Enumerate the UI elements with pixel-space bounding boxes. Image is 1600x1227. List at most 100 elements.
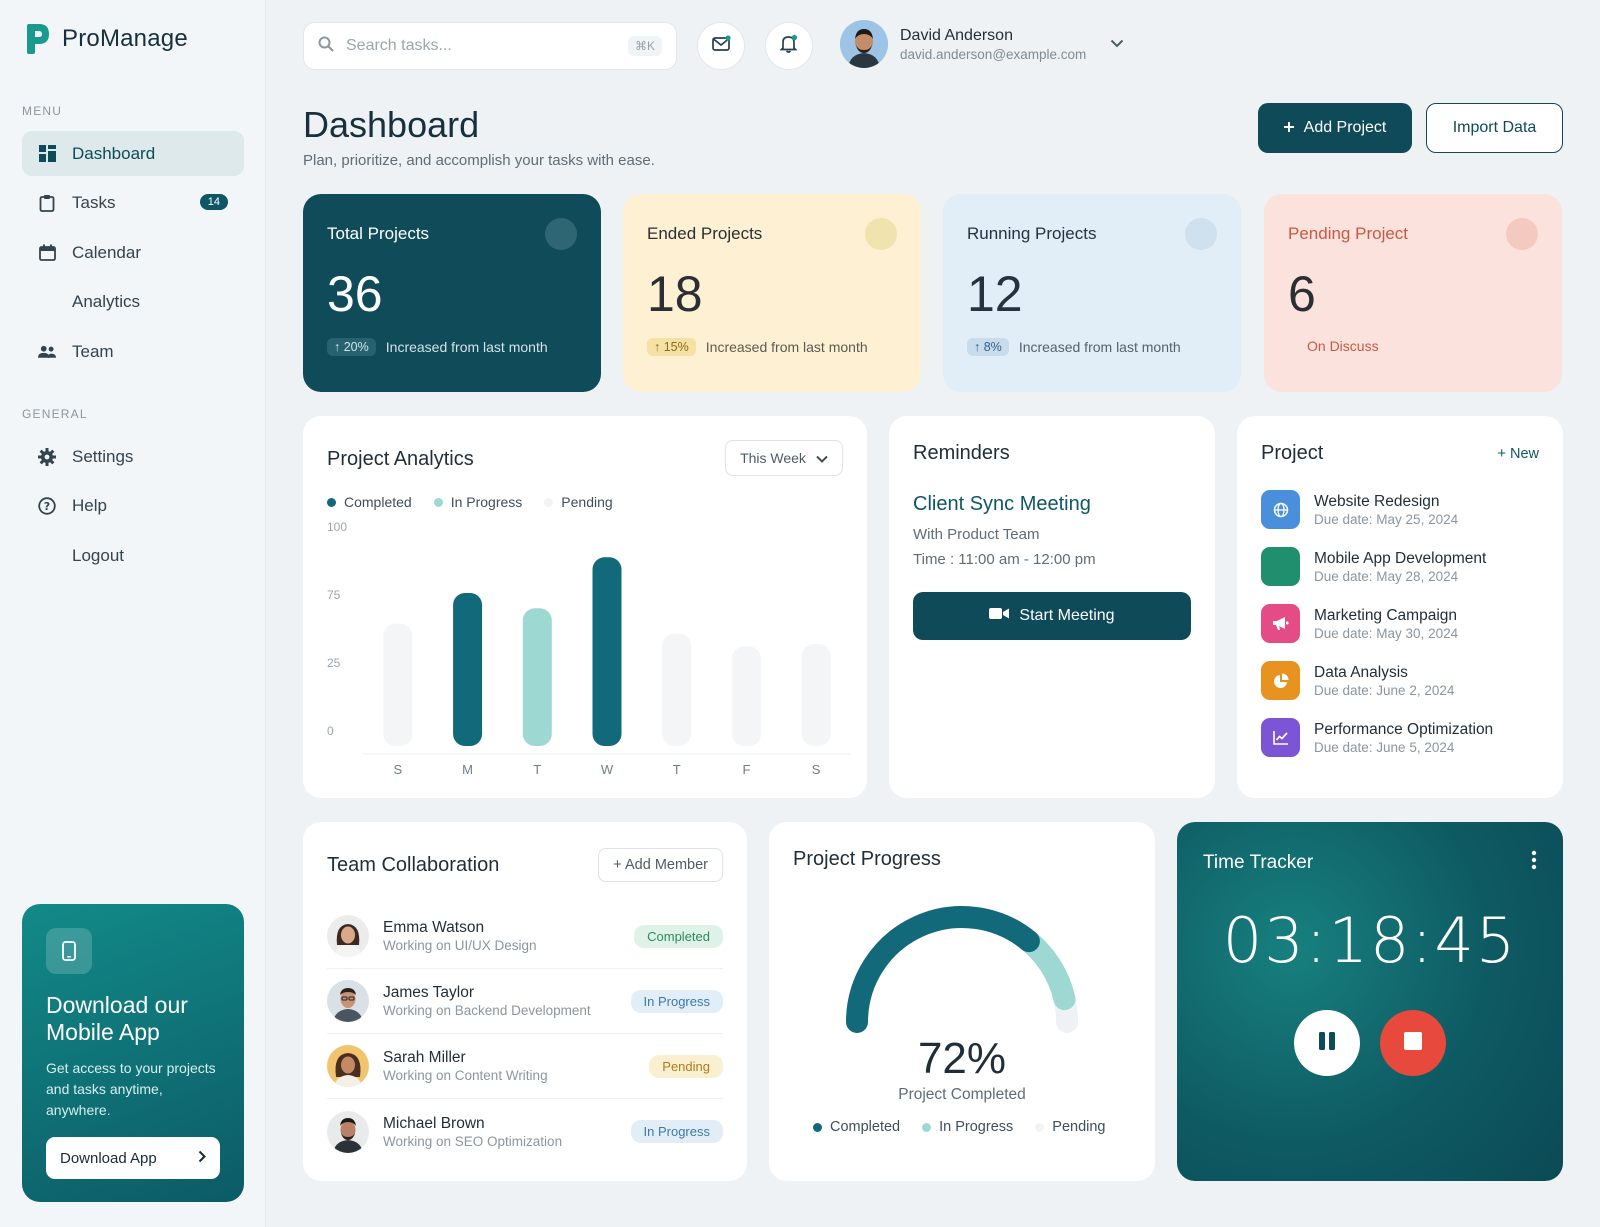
sidebar-item-label: Logout — [72, 545, 124, 565]
new-project-button[interactable]: + New — [1497, 445, 1539, 462]
member-list: Emma Watson Working on UI/UX Design Compl… — [327, 904, 723, 1164]
y-tick-label: 25 — [327, 656, 341, 670]
stop-button[interactable] — [1380, 1010, 1446, 1076]
pause-button[interactable] — [1294, 1010, 1360, 1076]
x-tick-label: S — [394, 762, 403, 777]
stat-card-running[interactable]: Running Projects 12 ↑ 8% Increased from … — [943, 194, 1241, 392]
status-badge: Completed — [634, 924, 723, 948]
list-item[interactable]: James Taylor Working on Backend Developme… — [327, 969, 723, 1034]
stat-note: Increased from last month — [705, 339, 868, 355]
y-tick-label: 75 — [327, 588, 341, 602]
panel-title: Team Collaboration — [327, 853, 500, 876]
stat-card-ended[interactable]: Ended Projects 18 ↑ 15% Increased from l… — [623, 194, 921, 392]
list-item[interactable]: Sarah Miller Working on Content Writing P… — [327, 1034, 723, 1099]
start-meeting-button[interactable]: Start Meeting — [913, 592, 1191, 640]
user-name: David Anderson — [900, 26, 1013, 44]
page-subtitle: Plan, prioritize, and accomplish your ta… — [303, 152, 655, 169]
stat-value: 18 — [647, 266, 703, 322]
project-progress-panel: Project Progress 72% Project Completed C… — [769, 822, 1155, 1181]
search-bar[interactable]: Search tasks... ⌘K — [303, 22, 677, 70]
mobile-app-promo: Download our Mobile App Get access to yo… — [22, 904, 244, 1202]
project-item[interactable]: Data Analysis Due date: June 2, 2024 — [1261, 652, 1539, 709]
avatar — [327, 915, 369, 957]
legend-completed: Completed — [327, 494, 412, 510]
search-shortcut: ⌘K — [627, 36, 662, 56]
clipboard-icon — [38, 194, 56, 212]
progress-gauge — [846, 906, 1078, 1033]
legend-in-progress: In Progress — [922, 1119, 1013, 1135]
sidebar-item-label: Calendar — [72, 242, 141, 262]
download-app-label: Download App — [60, 1149, 157, 1167]
logo[interactable]: ProManage — [24, 22, 188, 56]
menu-section-label: MENU — [22, 104, 63, 118]
range-select[interactable]: This Week — [725, 440, 843, 476]
project-due: Due date: May 28, 2024 — [1314, 568, 1459, 584]
list-item[interactable]: Michael Brown Working on SEO Optimization… — [327, 1099, 723, 1164]
sidebar-item-label: Analytics — [72, 292, 141, 312]
chart-bar — [453, 593, 483, 746]
project-list-panel: Project + New Website Redesign Due date: … — [1237, 416, 1563, 798]
user-menu[interactable]: David Anderson david.anderson@example.co… — [840, 20, 1124, 68]
stat-label: Pending Project — [1288, 224, 1409, 243]
project-item[interactable]: Marketing Campaign Due date: May 30, 2024 — [1261, 595, 1539, 652]
panel-title: Project Progress — [793, 848, 941, 870]
start-meeting-label: Start Meeting — [1019, 607, 1115, 624]
sidebar-item-logout[interactable]: Logout — [22, 533, 244, 578]
megaphone-icon — [1261, 604, 1300, 643]
project-name: Marketing Campaign — [1314, 606, 1458, 624]
sidebar-item-label: Help — [72, 496, 107, 516]
sidebar-item-settings[interactable]: Settings — [22, 434, 244, 479]
chart-bar — [731, 646, 761, 746]
sidebar-item-analytics[interactable]: Analytics — [22, 280, 244, 325]
project-item[interactable]: Performance Optimization Due date: June 5… — [1261, 709, 1539, 766]
notifications-button[interactable] — [765, 22, 813, 70]
project-item[interactable]: Website Redesign Due date: May 25, 2024 — [1261, 481, 1539, 538]
member-role: Working on Content Writing — [383, 1068, 548, 1083]
pie-chart-icon — [1261, 661, 1300, 700]
list-item[interactable]: Emma Watson Working on UI/UX Design Compl… — [327, 904, 723, 969]
sidebar-item-tasks[interactable]: Tasks 14 — [22, 181, 244, 226]
stat-note: Increased from last month — [385, 339, 548, 355]
x-tick-label: M — [462, 762, 473, 777]
member-name: Sarah Miller — [383, 1049, 466, 1066]
project-analytics-panel: Project Analytics This Week Completed In… — [303, 416, 867, 798]
stat-change: 15% — [663, 340, 689, 354]
y-tick-label: 0 — [327, 724, 334, 738]
sidebar-item-calendar[interactable]: Calendar — [22, 230, 244, 275]
stat-card-pending[interactable]: Pending Project 6 On Discuss — [1264, 194, 1562, 392]
stat-card-total[interactable]: Total Projects 36 ↑ 20% Increased from l… — [303, 194, 601, 392]
chevron-right-icon — [198, 1150, 206, 1167]
reminder-with: With Product Team — [913, 526, 1040, 543]
search-input[interactable]: Search tasks... — [346, 37, 452, 54]
video-icon — [989, 607, 1010, 625]
add-member-button[interactable]: + Add Member — [598, 848, 723, 882]
promo-title: Download our Mobile App — [46, 992, 188, 1045]
stat-change: 8% — [983, 340, 1002, 354]
reminder-event[interactable]: Client Sync Meeting — [913, 493, 1091, 515]
add-project-button[interactable]: Add Project — [1258, 103, 1412, 153]
project-item[interactable]: Mobile App Development Due date: May 28, … — [1261, 538, 1539, 595]
chart-bar — [662, 633, 692, 746]
project-list: Website Redesign Due date: May 25, 2024 M… — [1261, 481, 1539, 766]
project-due: Due date: May 30, 2024 — [1314, 625, 1459, 641]
download-app-button[interactable]: Download App — [46, 1137, 220, 1179]
gauge-completed-arc — [846, 906, 1040, 1033]
y-tick-label: 100 — [327, 520, 347, 534]
import-data-button[interactable]: Import Data — [1426, 103, 1563, 153]
avatar — [327, 980, 369, 1022]
stat-change-badge: ↑ 15% — [647, 338, 696, 356]
progress-legend: Completed In Progress Pending — [813, 1119, 1106, 1135]
member-name: James Taylor — [383, 984, 475, 1001]
chevron-down-icon[interactable] — [1110, 35, 1124, 53]
x-tick-label: T — [673, 762, 681, 777]
sidebar-item-help[interactable]: ? Help — [22, 484, 244, 529]
general-nav: Settings ? Help Logout — [22, 434, 244, 583]
sidebar-item-label: Team — [72, 341, 114, 361]
chart-bar — [801, 644, 831, 746]
messages-button[interactable] — [697, 22, 745, 70]
sidebar-item-team[interactable]: Team — [22, 329, 244, 374]
sidebar: ProManage MENU Dashboard Tasks 14 Calend… — [0, 0, 266, 1227]
stat-change-badge: ↑ 8% — [967, 338, 1009, 356]
sidebar-item-dashboard[interactable]: Dashboard — [22, 131, 244, 176]
more-options-icon[interactable] — [1531, 850, 1537, 875]
